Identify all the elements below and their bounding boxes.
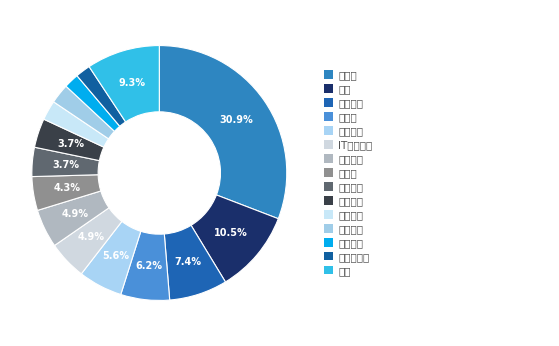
Text: 4.9%: 4.9% bbox=[78, 233, 105, 243]
Wedge shape bbox=[37, 191, 109, 246]
Wedge shape bbox=[32, 175, 101, 210]
Text: 3.7%: 3.7% bbox=[57, 138, 84, 148]
Text: 5.6%: 5.6% bbox=[102, 251, 129, 261]
Text: 30.9%: 30.9% bbox=[220, 115, 253, 125]
Wedge shape bbox=[35, 119, 104, 161]
Wedge shape bbox=[54, 86, 115, 139]
Text: 7.4%: 7.4% bbox=[175, 257, 202, 267]
Wedge shape bbox=[164, 225, 225, 300]
Wedge shape bbox=[66, 76, 120, 131]
Wedge shape bbox=[159, 46, 287, 219]
Wedge shape bbox=[54, 208, 122, 274]
Wedge shape bbox=[89, 46, 159, 122]
Text: 4.9%: 4.9% bbox=[61, 209, 88, 219]
Legend: 制造业, 金融, 医疗健康, 房地产, 化学工业, IT及信息化, 消费升级, 互联网, 建筑建材, 运输物流, 企业服务, 公用事业, 汽车行业, 能源及矿业: 制造业, 金融, 医疗健康, 房地产, 化学工业, IT及信息化, 消费升级, … bbox=[324, 70, 373, 276]
Wedge shape bbox=[77, 67, 126, 126]
Wedge shape bbox=[44, 102, 108, 147]
Text: 9.3%: 9.3% bbox=[119, 78, 146, 88]
Wedge shape bbox=[81, 221, 141, 294]
Text: 10.5%: 10.5% bbox=[214, 228, 248, 238]
Text: 3.7%: 3.7% bbox=[53, 160, 79, 170]
Text: 6.2%: 6.2% bbox=[135, 261, 162, 271]
Wedge shape bbox=[191, 195, 278, 282]
Wedge shape bbox=[32, 147, 100, 176]
Text: 4.3%: 4.3% bbox=[53, 183, 80, 193]
Wedge shape bbox=[121, 231, 170, 300]
